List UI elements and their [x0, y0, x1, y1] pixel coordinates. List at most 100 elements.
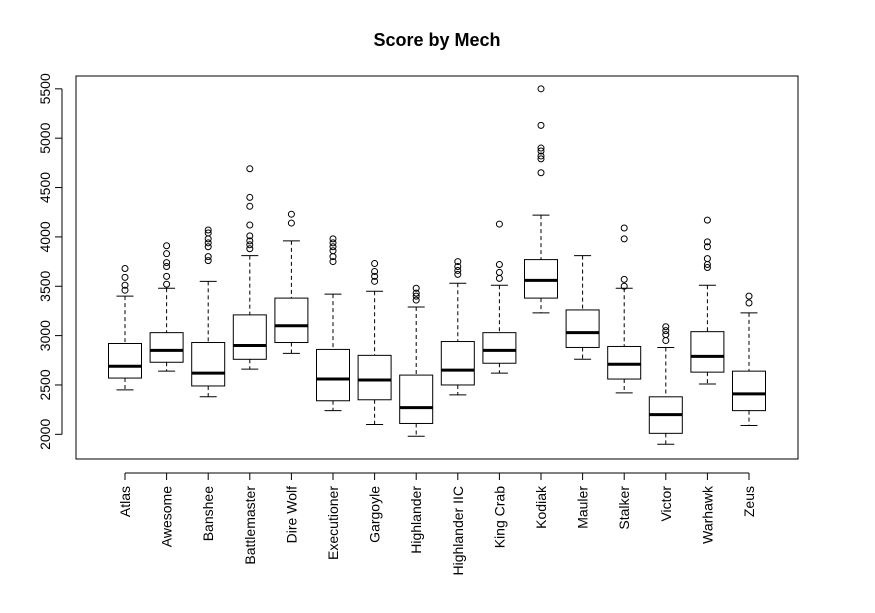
x-tick-label: Gargoyle	[367, 486, 383, 543]
iqr-box	[149, 332, 184, 363]
outlier-point	[620, 282, 628, 290]
box-king-crab	[482, 220, 517, 374]
x-axis: Atlas Awesome Banshee Battlemaster Dire Wolf…	[117, 472, 757, 576]
outlier-point	[412, 296, 420, 304]
outlier-point	[371, 272, 379, 280]
outlier-point	[703, 243, 711, 251]
outlier-point	[246, 193, 254, 201]
outlier-point	[703, 216, 711, 224]
outlier-point	[246, 237, 254, 245]
outlier-point	[204, 243, 212, 251]
iqr-box	[440, 341, 475, 386]
x-tick-label: Kodiak	[533, 485, 549, 529]
outlier-point	[204, 226, 212, 234]
y-tick-label: 2000	[37, 419, 53, 450]
iqr-box	[399, 374, 434, 424]
outlier-point	[246, 165, 254, 173]
y-tick-label: 5000	[37, 122, 53, 153]
outlier-point	[204, 239, 212, 247]
chart-title: Score by Mech	[373, 30, 500, 50]
outlier-point	[620, 224, 628, 232]
box-gargoyle	[357, 260, 392, 425]
outlier-point	[620, 275, 628, 283]
x-tick-label: Highlander IIC	[450, 486, 466, 576]
outlier-point	[620, 235, 628, 243]
outlier-point	[495, 261, 503, 269]
box-dire-wolf	[274, 210, 309, 354]
outlier-point	[662, 323, 670, 331]
box-battlemaster	[232, 165, 267, 370]
outlier-point	[412, 284, 420, 292]
outlier-point	[163, 259, 171, 267]
iqr-box	[482, 332, 517, 364]
outlier-point	[495, 220, 503, 228]
box-highlander-iic	[440, 258, 475, 396]
outlier-point	[163, 263, 171, 271]
outlier-point	[454, 266, 462, 274]
y-tick-label: 5500	[37, 73, 53, 104]
box-awesome	[149, 242, 184, 372]
outlier-point	[329, 247, 337, 255]
outlier-point	[329, 258, 337, 266]
outlier-point	[745, 292, 753, 300]
x-tick-label: Zeus	[741, 486, 757, 517]
outlier-point	[163, 280, 171, 288]
outlier-point	[412, 292, 420, 300]
y-tick-label: 4500	[37, 172, 53, 203]
outlier-point	[454, 270, 462, 278]
x-tick-label: Mauler	[575, 486, 591, 529]
y-tick-label: 3500	[37, 270, 53, 301]
outlier-point	[537, 152, 545, 160]
plot-frame	[75, 75, 799, 460]
outlier-point	[703, 255, 711, 263]
box-warhawk	[690, 216, 725, 385]
outlier-point	[204, 229, 212, 237]
outlier-point	[246, 232, 254, 240]
outlier-point	[121, 281, 129, 289]
outlier-point	[537, 121, 545, 129]
outlier-point	[537, 155, 545, 163]
iqr-box	[565, 309, 600, 348]
outlier-point	[745, 299, 753, 307]
outlier-point	[412, 289, 420, 297]
outlier-point	[246, 241, 254, 249]
x-tick-label: Stalker	[616, 486, 632, 530]
box-banshee	[191, 226, 226, 398]
outlier-point	[163, 250, 171, 258]
outlier-point	[163, 272, 171, 280]
iqr-box	[232, 314, 267, 360]
y-axis: 2000 2500 3000 3500 4000 4500 5000 5500	[37, 73, 63, 450]
outlier-point	[371, 277, 379, 285]
boxes-group	[108, 85, 766, 445]
outlier-point	[454, 258, 462, 266]
outlier-point	[246, 245, 254, 253]
x-tick-label: Warhawk	[699, 485, 715, 544]
iqr-box	[690, 331, 725, 373]
iqr-box	[357, 354, 392, 401]
box-mauler	[565, 255, 600, 360]
outlier-point	[246, 202, 254, 210]
outlier-point	[121, 264, 129, 272]
box-zeus	[732, 292, 766, 426]
outlier-point	[204, 257, 212, 265]
y-tick-label: 3000	[37, 320, 53, 351]
iqr-box	[274, 297, 309, 344]
x-tick-label: Dire Wolf	[283, 486, 299, 543]
outlier-point	[703, 264, 711, 271]
outlier-point	[537, 147, 545, 155]
x-tick-label: Executioner	[325, 486, 341, 560]
outlier-point	[454, 263, 462, 271]
iqr-box	[191, 342, 226, 387]
outlier-point	[662, 331, 670, 339]
box-executioner	[316, 235, 350, 412]
outlier-point	[329, 239, 337, 247]
outlier-point	[537, 169, 545, 177]
outlier-point	[662, 327, 670, 335]
box-atlas	[108, 264, 142, 391]
outlier-point	[329, 243, 337, 251]
outlier-point	[204, 253, 212, 261]
outlier-point	[703, 238, 711, 246]
outlier-point	[121, 273, 129, 281]
box-highlander	[399, 284, 434, 437]
